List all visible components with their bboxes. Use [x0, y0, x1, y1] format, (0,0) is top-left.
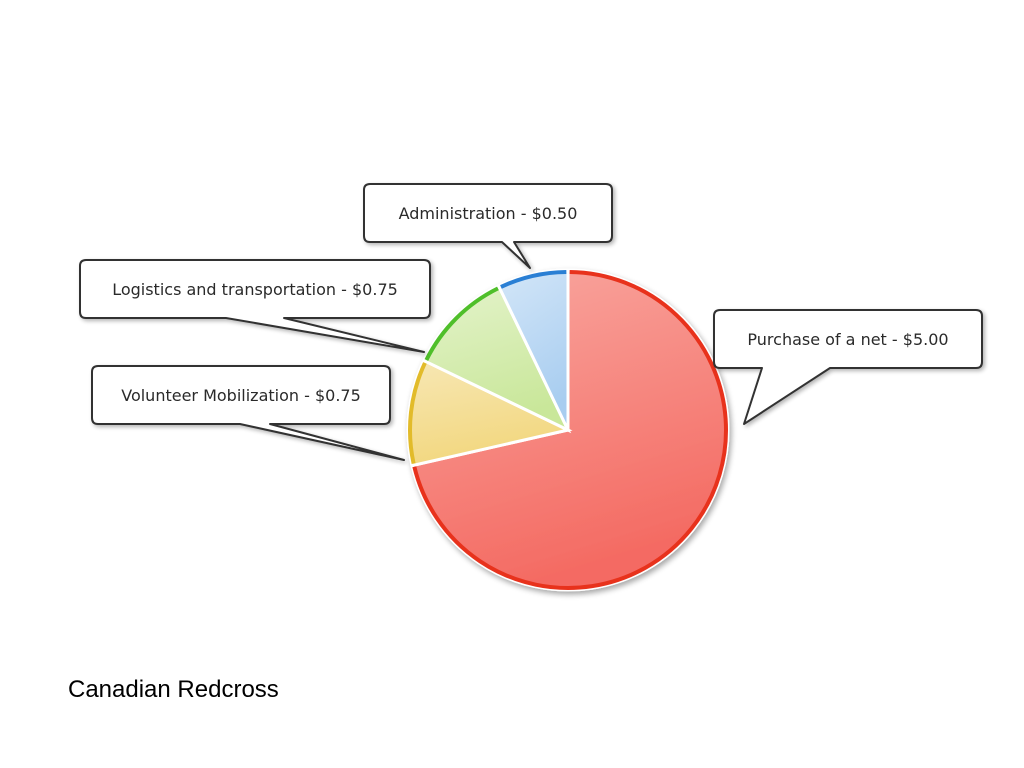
callout-administration: Administration - $0.50	[363, 183, 613, 269]
pie-rim-logistics-and-transportation	[424, 286, 499, 361]
callout-label: Logistics and transportation - $0.75	[112, 280, 398, 299]
callout-box	[79, 259, 431, 353]
callout-box	[713, 309, 983, 425]
callout-box	[363, 183, 613, 269]
pie-rim-administration	[500, 270, 567, 289]
pie-slices	[406, 268, 730, 592]
callout-label: Purchase of a net - $5.00	[747, 330, 948, 349]
callout-box	[91, 365, 405, 461]
callout-purchase-of-a-net: Purchase of a net - $5.00	[713, 309, 983, 425]
callout-label: Volunteer Mobilization - $0.75	[121, 386, 361, 405]
pie-callouts: Purchase of a net - $5.00 Volunteer Mobil…	[79, 183, 983, 461]
caption: Canadian Redcross	[68, 676, 279, 703]
callout-label: Administration - $0.50	[399, 204, 578, 223]
pie-rim-volunteer-mobilization	[408, 362, 427, 464]
callout-volunteer-mobilization: Volunteer Mobilization - $0.75	[91, 365, 405, 461]
callout-logistics-and-transportation: Logistics and transportation - $0.75	[79, 259, 431, 353]
pie-rim-purchase-of-a-net	[412, 270, 728, 590]
